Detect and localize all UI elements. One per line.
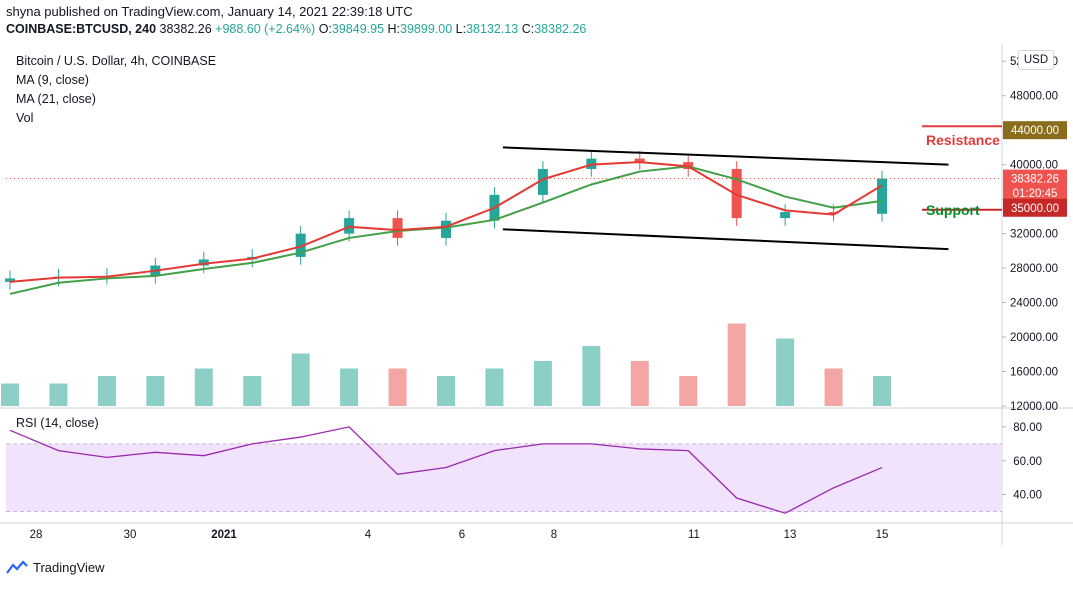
volume-bar: [776, 338, 795, 406]
price-tick-label: 32000.00: [1010, 229, 1058, 241]
chart-area[interactable]: 52000.0048000.0044000.0040000.0036000.00…: [0, 44, 1073, 585]
price-tick-label: 48000.00: [1010, 91, 1058, 103]
volume-bar: [291, 353, 310, 406]
volume-bar: [824, 368, 843, 406]
legend-title: Bitcoin / U.S. Dollar, 4h, COINBASE: [16, 54, 217, 68]
time-tick-label: 28: [30, 529, 43, 541]
resistance-label: Resistance: [926, 132, 1000, 148]
rsi-band: [6, 443, 1002, 512]
publisher-line: shyna published on TradingView.com, Janu…: [6, 4, 413, 19]
time-tick-label: 6: [459, 529, 465, 541]
volume-bar: [146, 376, 165, 406]
volume-bar: [1, 383, 19, 406]
candle-body: [877, 178, 887, 214]
volume-bar: [388, 368, 407, 406]
candle-body: [634, 158, 645, 163]
trendline: [502, 228, 949, 251]
top-bar: shyna published on TradingView.com, Janu…: [0, 0, 1073, 44]
close-label: C:: [521, 22, 535, 36]
candle-body: [441, 220, 451, 238]
time-tick-label: 2021: [211, 529, 237, 541]
candle-body: [295, 233, 306, 257]
candle-body: [392, 218, 403, 238]
volume-bar: [49, 383, 68, 406]
price-tick-label: 28000.00: [1010, 263, 1058, 275]
volume-bar: [194, 368, 213, 406]
currency-button[interactable]: USD: [1018, 50, 1054, 70]
tradingview-logo-icon: [6, 560, 28, 574]
volume-bar: [340, 368, 359, 406]
volume-bar: [630, 361, 649, 406]
price-badge: [1003, 198, 1067, 217]
candle-body: [780, 212, 791, 219]
high-value: 39899.00: [400, 22, 453, 36]
volume-bar: [533, 361, 552, 406]
high-label: H:: [387, 22, 401, 36]
volume-bar: [97, 376, 116, 406]
rsi-line: [9, 426, 883, 514]
volume-bar: [873, 376, 891, 406]
time-tick-label: 8: [551, 529, 557, 541]
low-label: L:: [455, 22, 467, 36]
volume-bar: [485, 368, 504, 406]
price-badge-label: 38382.26: [1011, 174, 1059, 186]
price-chart-svg[interactable]: 52000.0048000.0044000.0040000.0036000.00…: [0, 44, 1073, 585]
support-label: Support: [926, 202, 980, 218]
price-tick-label: 16000.00: [1010, 367, 1058, 379]
ma9-line: [9, 161, 883, 283]
candle-body: [537, 168, 548, 195]
rsi-tick-label: 40.00: [1013, 490, 1042, 502]
last-price: 38382.26: [159, 22, 212, 36]
symbol-label: COINBASE:BTCUSD, 240: [6, 22, 157, 36]
candle-body: [828, 212, 839, 214]
volume-bar: [243, 376, 262, 406]
trendline: [502, 146, 949, 166]
price-tick-label: 40000.00: [1010, 160, 1058, 172]
time-tick-label: 15: [876, 529, 889, 541]
rsi-legend: RSI (14, close): [16, 416, 99, 430]
price-tick-label: 24000.00: [1010, 298, 1058, 310]
price-badge: [1003, 169, 1067, 188]
open-label: O:: [318, 22, 332, 36]
chart-legend: Bitcoin / U.S. Dollar, 4h, COINBASE MA (…: [16, 52, 216, 128]
ohlc-line: COINBASE:BTCUSD, 240 38382.26 +988.60 (+…: [6, 22, 586, 36]
price-badge-label: 01:20:45: [1013, 188, 1058, 200]
volume-bar: [727, 323, 746, 406]
rsi-tick-label: 60.00: [1013, 456, 1042, 468]
price-badge: [1003, 121, 1067, 140]
volume-bar: [437, 376, 455, 406]
tradingview-logo[interactable]: TradingView: [6, 556, 105, 578]
open-value: 39849.95: [331, 22, 385, 36]
volume-bar: [582, 346, 601, 406]
candle-body: [198, 259, 209, 266]
time-tick-label: 11: [688, 529, 700, 541]
time-tick-label: 4: [365, 529, 372, 541]
low-value: 38132.13: [466, 22, 519, 36]
time-tick-label: 30: [124, 529, 137, 541]
brand-label: TradingView: [33, 559, 105, 575]
price-tick-label: 12000.00: [1010, 401, 1058, 413]
close-value: 38382.26: [534, 22, 587, 36]
price-badge-label: 44000.00: [1011, 125, 1059, 137]
price-badge: [1003, 184, 1067, 203]
volume-bar: [679, 376, 698, 406]
time-tick-label: 13: [784, 529, 797, 541]
candle-body: [731, 168, 742, 219]
price-change: +988.60 (+2.64%): [215, 22, 316, 36]
rsi-tick-label: 80.00: [1013, 422, 1042, 434]
candle-body: [5, 278, 15, 282]
price-tick-label: 20000.00: [1010, 332, 1058, 344]
legend-ma21: MA (21, close): [16, 92, 96, 106]
price-badge-label: 35000.00: [1011, 203, 1059, 215]
legend-vol: Vol: [16, 111, 34, 125]
legend-ma9: MA (9, close): [16, 73, 89, 87]
